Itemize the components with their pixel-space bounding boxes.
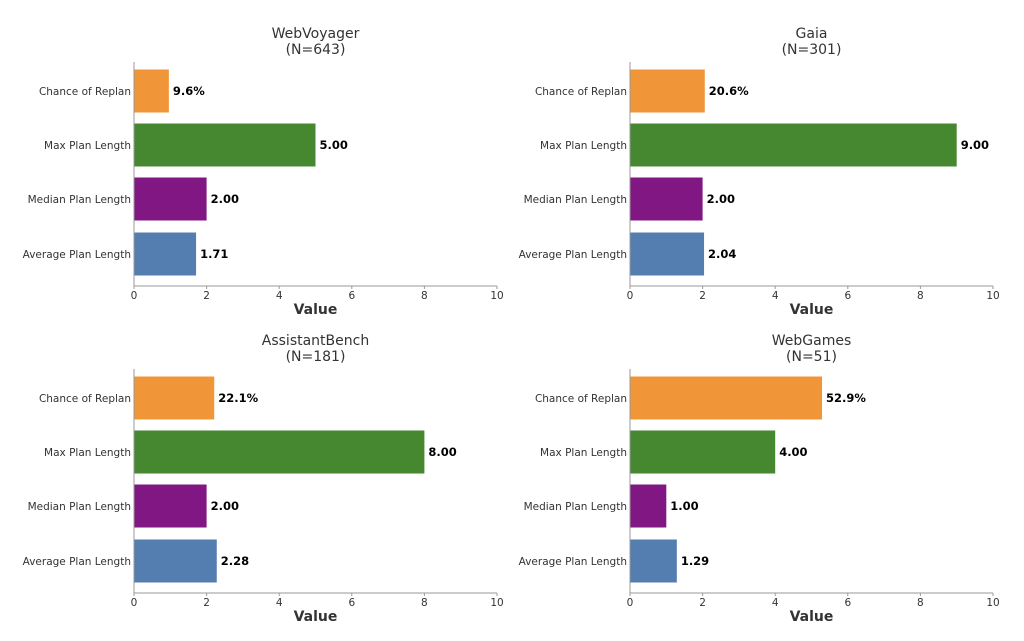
x-tick-label: 10: [490, 597, 503, 609]
x-tick-label: 2: [699, 597, 706, 609]
subplot-3: WebGames(N=51) Chance of Replan 52.9% Max P…: [519, 333, 1000, 625]
value-label: 5.00: [320, 138, 348, 152]
x-tick-label: 0: [627, 290, 634, 302]
x-tick-label: 6: [348, 290, 355, 302]
x-tick-label: 4: [276, 597, 283, 609]
category-label: Median Plan Length: [524, 501, 627, 513]
bar-chance-of-replan: [134, 69, 169, 113]
x-tick-label: 8: [917, 597, 924, 609]
category-label: Max Plan Length: [540, 140, 627, 152]
value-label: 8.00: [428, 445, 456, 459]
category-label: Median Plan Length: [28, 501, 131, 513]
chart-subtitle: (N=51): [786, 349, 837, 365]
bar-chance-of-replan: [630, 69, 705, 113]
x-axis-label: Value: [294, 609, 338, 625]
category-label: Chance of Replan: [535, 393, 627, 405]
x-tick-label: 8: [421, 290, 428, 302]
x-tick-label: 0: [131, 290, 138, 302]
bar-max-plan-length: [134, 123, 316, 167]
x-tick-label: 6: [844, 290, 851, 302]
bar-median-plan-length: [630, 177, 703, 221]
category-label: Average Plan Length: [519, 556, 627, 568]
value-label: 4.00: [779, 445, 807, 459]
x-axis-label: Value: [294, 302, 338, 318]
category-label: Max Plan Length: [44, 447, 131, 459]
value-label: 1.00: [670, 499, 698, 513]
subplot-1: Gaia(N=301) Chance of Replan 20.6% Max Plan…: [519, 26, 1000, 318]
x-tick-label: 4: [276, 290, 283, 302]
chart-title: AssistantBench: [262, 333, 369, 349]
x-tick-label: 4: [772, 290, 779, 302]
category-label: Average Plan Length: [23, 556, 131, 568]
x-tick-label: 10: [986, 597, 999, 609]
x-tick-label: 0: [131, 597, 138, 609]
bar-chance-of-replan: [630, 376, 823, 420]
category-label: Average Plan Length: [519, 249, 627, 261]
bar-max-plan-length: [630, 430, 776, 474]
bar-average-plan-length: [630, 232, 705, 276]
x-tick-label: 0: [627, 597, 634, 609]
x-tick-label: 6: [844, 597, 851, 609]
value-label: 1.71: [200, 247, 228, 261]
category-label: Max Plan Length: [540, 447, 627, 459]
x-axis-label: Value: [790, 609, 834, 625]
x-tick-label: 10: [986, 290, 999, 302]
bar-max-plan-length: [630, 123, 957, 167]
category-label: Chance of Replan: [39, 86, 131, 98]
category-label: Chance of Replan: [535, 86, 627, 98]
bar-chance-of-replan: [134, 376, 215, 420]
value-label: 2.00: [707, 192, 735, 206]
value-label: 9.00: [961, 138, 989, 152]
x-tick-label: 4: [772, 597, 779, 609]
x-tick-label: 2: [203, 597, 210, 609]
subplot-2: AssistantBench(N=181)Chance of Replan 22.…: [23, 333, 504, 625]
subplot-0: WebVoyager(N=643) Chance of Replan 9.6% Max…: [23, 26, 504, 318]
bar-median-plan-length: [134, 177, 207, 221]
chart-title: WebGames: [772, 333, 852, 349]
chart-subtitle: (N=301): [782, 42, 842, 58]
bar-median-plan-length: [630, 484, 667, 528]
value-label: 2.00: [211, 192, 239, 206]
category-label: Max Plan Length: [44, 140, 131, 152]
value-label: 2.04: [708, 247, 736, 261]
x-tick-label: 6: [348, 597, 355, 609]
chart-subtitle: (N=643): [286, 42, 346, 58]
x-tick-label: 8: [917, 290, 924, 302]
category-label: Median Plan Length: [28, 194, 131, 206]
value-label: 20.6%: [709, 84, 749, 98]
category-label: Median Plan Length: [524, 194, 627, 206]
bar-max-plan-length: [134, 430, 425, 474]
x-tick-label: 10: [490, 290, 503, 302]
value-label: 1.29: [681, 554, 709, 568]
category-label: Average Plan Length: [23, 249, 131, 261]
bar-average-plan-length: [630, 539, 677, 583]
x-tick-label: 8: [421, 597, 428, 609]
x-tick-label: 2: [699, 290, 706, 302]
bar-average-plan-length: [134, 232, 197, 276]
bar-median-plan-length: [134, 484, 207, 528]
x-tick-label: 2: [203, 290, 210, 302]
chart-title: Gaia: [796, 26, 828, 42]
chart-subtitle: (N=181): [286, 349, 346, 365]
category-label: Chance of Replan: [39, 393, 131, 405]
value-label: 2.28: [221, 554, 249, 568]
bar-average-plan-length: [134, 539, 217, 583]
value-label: 22.1%: [218, 391, 258, 405]
x-axis-label: Value: [790, 302, 834, 318]
chart-title: WebVoyager: [272, 26, 360, 42]
value-label: 52.9%: [826, 391, 866, 405]
value-label: 9.6%: [173, 84, 205, 98]
value-label: 2.00: [211, 499, 239, 513]
